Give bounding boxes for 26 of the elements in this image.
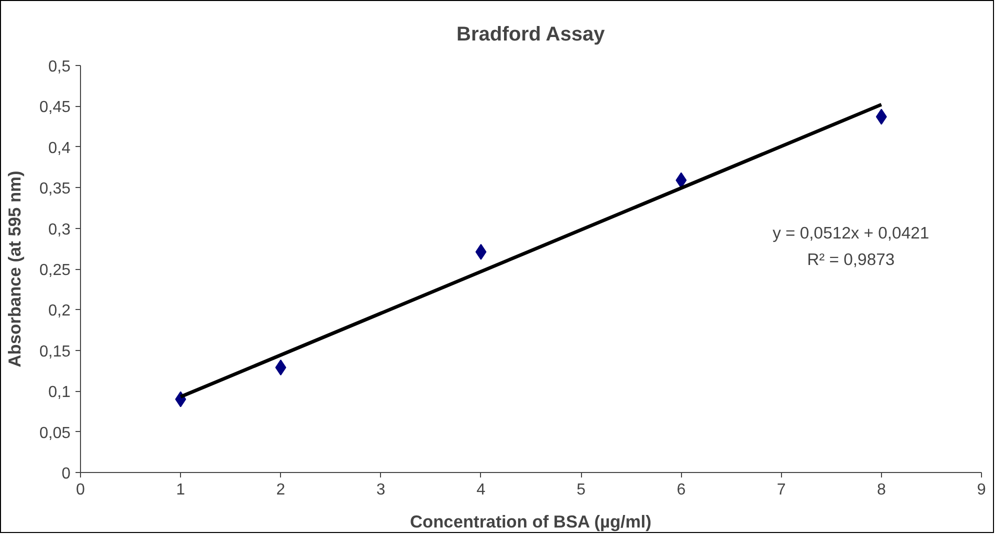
x-tick-label: 1	[176, 482, 186, 498]
x-tick-label: 2	[276, 482, 286, 498]
y-tick-label: 0,2	[48, 302, 71, 320]
x-tick-label: 0	[76, 482, 86, 498]
y-axis-title: Absorbance (at 595 nm)	[4, 170, 24, 368]
annotation: y = 0,0512x + 0,0421	[772, 224, 930, 243]
chart-title: Bradford Assay	[456, 24, 606, 46]
x-tick-label: 8	[876, 482, 886, 498]
x-tick-label: 5	[576, 482, 586, 498]
y-tick-label: 0,45	[39, 99, 71, 116]
x-tick-label: 6	[676, 482, 686, 498]
y-tick-label: 0,4	[48, 140, 71, 157]
y-tick-label: 0,05	[39, 424, 71, 442]
y-tick-label: 0,35	[39, 180, 71, 198]
y-tick-label: 0,3	[48, 221, 71, 238]
x-axis-title: Concentration of BSA (µg/ml)	[410, 512, 652, 532]
x-tick-label: 7	[776, 482, 786, 498]
annotation: R² = 0,9873	[807, 250, 895, 269]
x-tick-label: 3	[376, 482, 386, 498]
y-tick-label: 0,1	[48, 384, 71, 402]
x-tick-label: 9	[977, 482, 986, 498]
y-tick-label: 0	[62, 466, 71, 482]
y-tick-label: 0,15	[39, 343, 71, 360]
x-tick-label: 4	[476, 482, 486, 498]
y-tick-label: 0,5	[48, 58, 71, 76]
y-tick-label: 0,25	[39, 262, 71, 279]
